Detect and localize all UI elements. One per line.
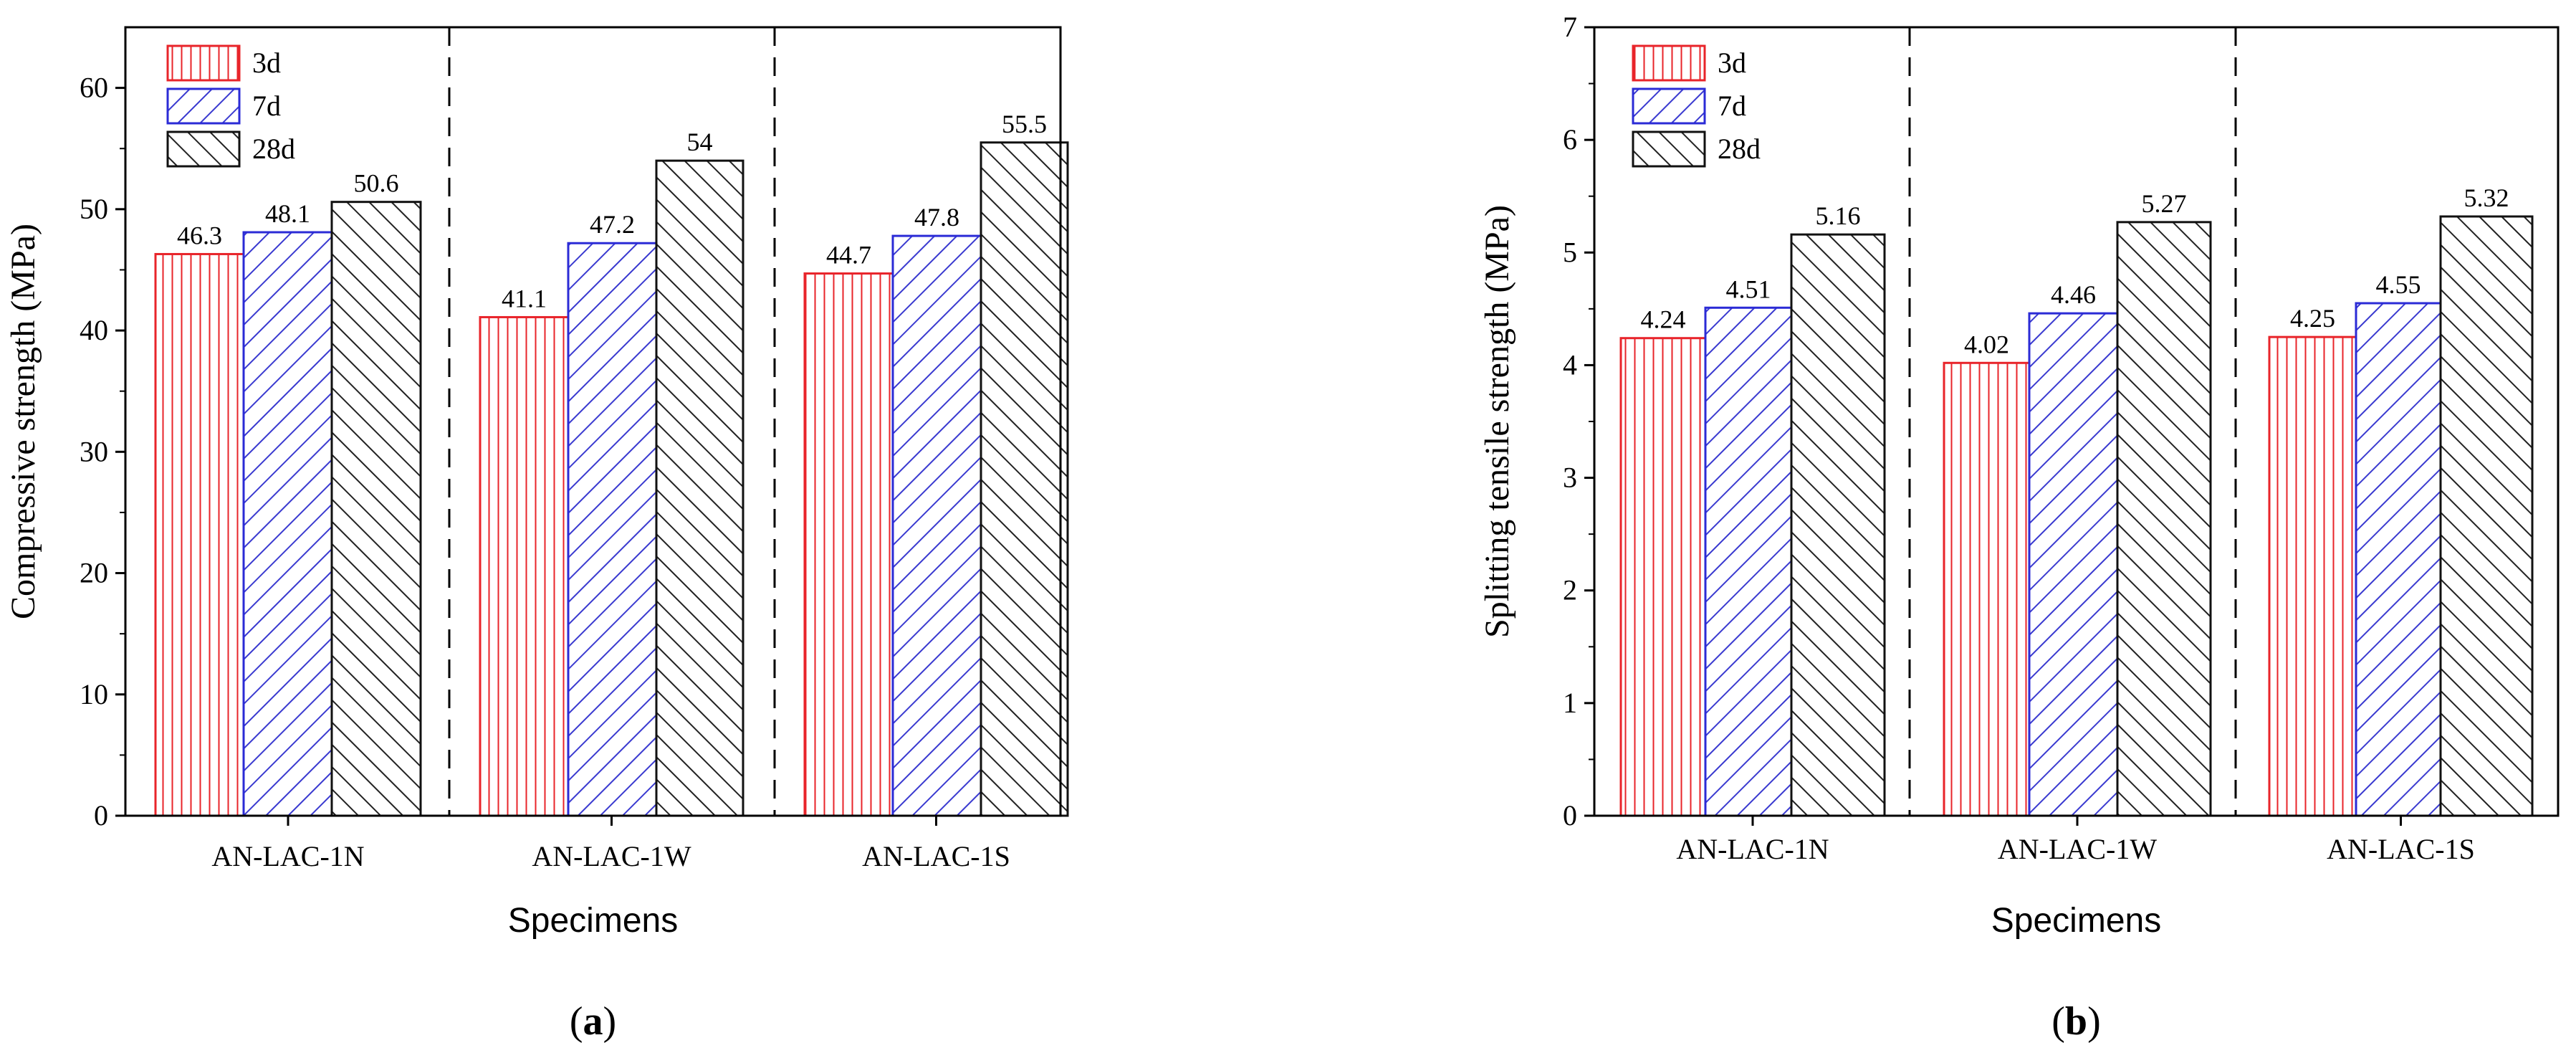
legend: 3d 7d 28d (166, 44, 295, 168)
legend-label: 28d (1718, 133, 1761, 165)
bar-28d-an-lac-1s (980, 141, 1069, 817)
data-label: 44.7 (826, 241, 871, 270)
bar-3d-an-lac-1w (479, 315, 570, 817)
y-tick-label: 5 (1563, 236, 1577, 268)
plot-frame (124, 26, 1062, 817)
bar-28d-an-lac-1w (655, 159, 744, 817)
data-label: 5.27 (2142, 189, 2187, 218)
y-tick-label: 6 (1563, 123, 1577, 156)
panel-label: (a) (570, 999, 616, 1044)
x-tick-label: AN-LAC-1W (532, 840, 691, 872)
y-axis-label: Splitting tensile strength (MPa) (1478, 205, 1516, 638)
data-label: 47.8 (914, 203, 959, 232)
bar-28d-an-lac-1n (1790, 233, 1886, 817)
y-tick-label: 1 (1563, 687, 1577, 719)
legend-label: 7d (252, 90, 281, 122)
bar-28d-an-lac-1s (2439, 215, 2534, 817)
y-tick-label: 20 (80, 557, 108, 589)
data-label: 5.32 (2464, 184, 2509, 212)
legend-label: 28d (252, 133, 295, 165)
legend-swatch-3d (1632, 44, 1706, 82)
legend-label: 3d (252, 47, 281, 79)
bar-3d-an-lac-1n (154, 252, 245, 817)
data-label: 47.2 (590, 210, 635, 239)
y-tick-label: 60 (80, 72, 108, 104)
bar-7d-an-lac-1n (242, 231, 333, 817)
x-tick-label: AN-LAC-1S (2327, 833, 2475, 865)
x-axis-label: Specimens (508, 902, 678, 940)
y-tick-label: 50 (80, 193, 108, 225)
y-tick-label: 4 (1563, 348, 1577, 381)
bar-7d-an-lac-1w (2028, 312, 2119, 817)
data-label: 55.5 (1002, 110, 1047, 138)
data-label: 4.51 (1726, 275, 1771, 303)
y-axis-label: Compressive strength (MPa) (4, 224, 42, 619)
data-label: 4.55 (2376, 270, 2421, 299)
data-label: 41.1 (502, 284, 547, 313)
legend-label: 3d (1718, 47, 1746, 79)
x-tick-label: AN-LAC-1S (862, 840, 1010, 872)
legend-swatch-28d (1632, 130, 1706, 168)
chart-panel-a: 46.3 48.1 50.6 AN-LAC-1N 41.1 47.2 54 AN-LAC-1W… (4, 26, 1069, 1044)
panel-label: (b) (2051, 999, 2100, 1044)
legend-swatch-3d (166, 44, 241, 82)
x-tick-label: AN-LAC-1N (211, 840, 364, 872)
data-label: 48.1 (265, 199, 310, 228)
y-tick-label: 3 (1563, 462, 1577, 494)
y-tick-label: 7 (1563, 11, 1577, 43)
legend-swatch-28d (166, 130, 241, 168)
legend-swatch-7d (166, 87, 241, 125)
chart-panel-b: 4.24 4.51 5.16 AN-LAC-1N 4.02 4.46 5.27 AN-LAC-… (1478, 11, 2560, 1044)
bar-7d-an-lac-1s (2355, 302, 2442, 817)
data-label: 4.25 (2290, 304, 2335, 333)
data-label: 50.6 (354, 169, 399, 198)
data-label: 4.46 (2051, 280, 2096, 309)
y-tick-label: 0 (94, 799, 108, 831)
bar-28d-an-lac-1w (2116, 221, 2212, 817)
y-tick-label: 10 (80, 678, 108, 710)
bar-7d-an-lac-1n (1704, 306, 1793, 817)
bar-28d-an-lac-1n (330, 201, 422, 817)
legend: 3d 7d 28d (1632, 44, 1761, 168)
data-label: 5.16 (1816, 201, 1861, 230)
bar-3d-an-lac-1s (2268, 335, 2357, 817)
bar-7d-an-lac-1w (567, 242, 658, 817)
bar-3d-an-lac-1w (1943, 361, 2031, 817)
data-label: 46.3 (177, 221, 222, 249)
bar-7d-an-lac-1s (891, 234, 982, 817)
x-tick-label: AN-LAC-1W (1998, 833, 2157, 865)
x-tick-label: AN-LAC-1N (1676, 833, 1829, 865)
data-label: 4.02 (1964, 330, 2009, 358)
legend-label: 7d (1718, 90, 1746, 122)
y-tick-label: 2 (1563, 574, 1577, 606)
data-label: 4.24 (1641, 305, 1686, 334)
y-tick-label: 0 (1563, 799, 1577, 831)
y-tick-label: 30 (80, 435, 108, 467)
x-axis-label: Specimens (1991, 902, 2161, 940)
y-tick-label: 40 (80, 314, 108, 346)
data-label: 54 (687, 128, 713, 156)
legend-swatch-7d (1632, 87, 1706, 125)
bar-3d-an-lac-1n (1619, 337, 1707, 817)
bar-3d-an-lac-1s (803, 272, 894, 817)
